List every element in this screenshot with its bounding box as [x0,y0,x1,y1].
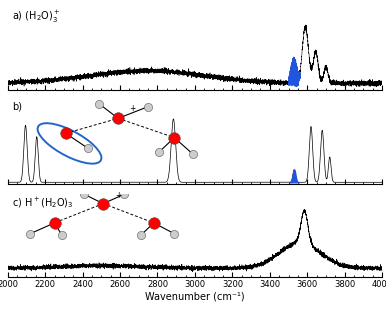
Point [145,104,151,109]
Text: c) H$^+$(H$_2$O)$_3$: c) H$^+$(H$_2$O)$_3$ [12,195,74,210]
Point [85,146,91,151]
Text: +: + [115,191,122,200]
Point [100,201,106,206]
Text: b): b) [12,102,22,112]
X-axis label: Wavenumber (cm⁻¹): Wavenumber (cm⁻¹) [145,292,245,302]
Point [190,152,196,157]
Point [63,131,69,136]
Point [137,233,144,238]
Point [59,233,65,238]
Point [27,231,33,236]
Point [171,231,178,236]
Point [171,135,178,140]
Point [81,192,88,197]
Text: a) (H$_2$O)$_3^+$: a) (H$_2$O)$_3^+$ [12,9,61,25]
Point [156,149,163,154]
Point [51,220,58,225]
Point [121,192,127,197]
Point [96,102,103,107]
Text: +: + [129,104,136,113]
Point [115,116,121,121]
Point [151,220,157,225]
